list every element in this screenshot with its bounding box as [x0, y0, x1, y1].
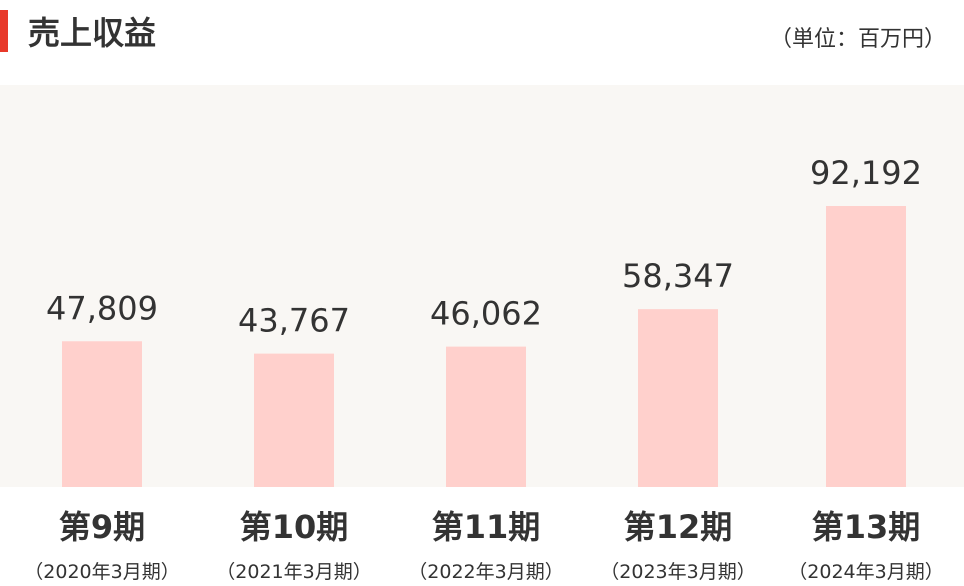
chart-title: 売上収益 — [28, 14, 156, 52]
bar — [62, 341, 142, 487]
bar — [254, 353, 334, 487]
x-tick-label: 第10期 — [240, 508, 349, 546]
period-label: （2023年3月期） — [600, 561, 755, 583]
period-label: （2021年3月期） — [216, 561, 371, 583]
bar — [446, 346, 526, 487]
value-label: 47,809 — [46, 289, 158, 327]
title-accent — [0, 10, 8, 52]
x-tick-label: 第12期 — [624, 508, 733, 546]
value-label: 46,062 — [430, 295, 542, 333]
unit-label: （単位：百万円） — [770, 27, 946, 52]
period-label: （2020年3月期） — [24, 561, 179, 583]
x-tick-label: 第9期 — [59, 508, 145, 546]
bar — [826, 206, 906, 487]
value-label: 43,767 — [238, 302, 350, 340]
value-label: 92,192 — [810, 154, 922, 192]
period-label: （2024年3月期） — [788, 561, 943, 583]
period-label: （2022年3月期） — [408, 561, 563, 583]
value-label: 58,347 — [622, 257, 734, 295]
bar — [638, 309, 718, 487]
x-tick-label: 第13期 — [812, 508, 921, 546]
x-tick-label: 第11期 — [432, 508, 541, 546]
